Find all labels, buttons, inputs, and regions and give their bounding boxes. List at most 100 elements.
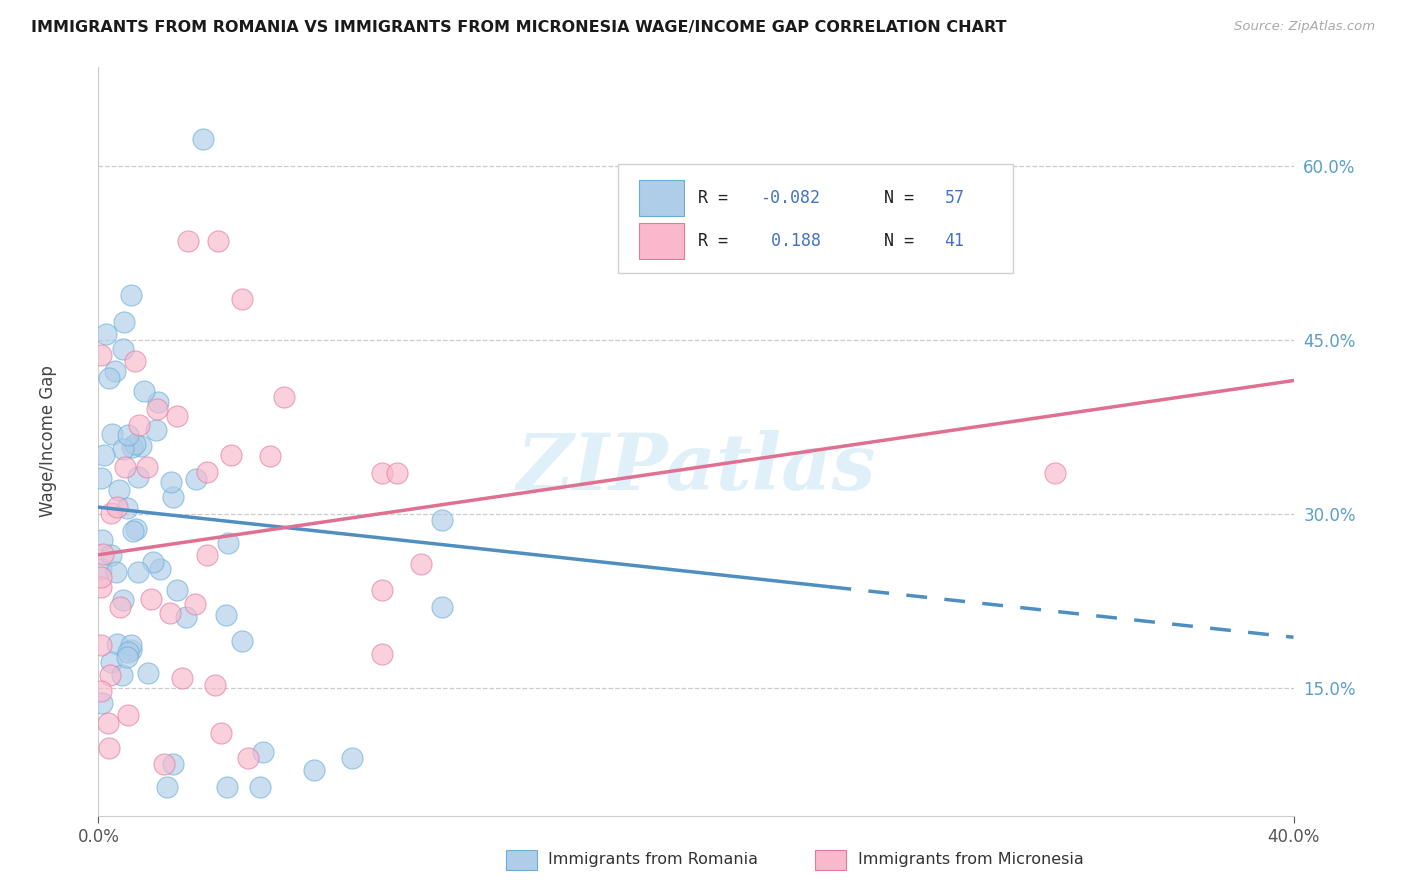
Point <box>153 756 176 771</box>
Point <box>217 780 239 794</box>
Point <box>186 472 208 486</box>
Point <box>160 475 183 489</box>
Point <box>371 647 394 661</box>
Point <box>94 326 117 341</box>
Text: Immigrants from Micronesia: Immigrants from Micronesia <box>858 853 1084 867</box>
Text: -0.082: -0.082 <box>761 189 821 207</box>
Point <box>215 608 238 623</box>
Point <box>100 506 122 520</box>
Point <box>134 384 156 398</box>
Point <box>145 423 167 437</box>
Point <box>91 696 114 710</box>
Point <box>121 440 143 454</box>
Bar <box>638 180 685 216</box>
Point <box>105 500 128 515</box>
Point <box>231 292 253 306</box>
Point <box>259 449 281 463</box>
Point <box>231 633 253 648</box>
Point <box>120 643 142 657</box>
Point <box>112 442 135 457</box>
Point <box>90 471 112 485</box>
Text: 57: 57 <box>945 189 965 207</box>
Point <box>105 637 128 651</box>
Point <box>108 599 131 614</box>
Point <box>117 708 139 723</box>
Point <box>90 570 112 584</box>
Point <box>104 565 127 579</box>
Point <box>156 780 179 794</box>
Point <box>127 565 149 579</box>
Point <box>104 364 127 378</box>
Text: N =: N = <box>883 233 924 251</box>
Point <box>141 555 163 569</box>
Point <box>117 428 139 442</box>
Point <box>195 548 218 562</box>
Point <box>117 645 139 659</box>
Point <box>159 606 181 620</box>
Point <box>166 409 188 423</box>
Point <box>146 395 169 409</box>
Text: Immigrants from Romania: Immigrants from Romania <box>548 853 758 867</box>
Text: ZIPatlas: ZIPatlas <box>516 430 876 506</box>
Text: R =: R = <box>699 189 738 207</box>
Point <box>273 390 295 404</box>
Point <box>98 371 121 385</box>
Point <box>129 439 152 453</box>
Point <box>1043 467 1066 481</box>
Text: 41: 41 <box>945 233 965 251</box>
Point <box>174 610 197 624</box>
Point <box>97 715 120 730</box>
Point <box>121 638 143 652</box>
Point <box>162 756 184 771</box>
Bar <box>638 224 685 260</box>
Point <box>371 467 394 481</box>
Point <box>124 353 146 368</box>
Point <box>98 741 121 756</box>
Point <box>90 684 112 698</box>
Point <box>195 465 218 479</box>
Point <box>90 347 112 361</box>
Point <box>100 549 122 563</box>
Point <box>93 448 115 462</box>
Point <box>170 671 193 685</box>
Point <box>177 234 200 248</box>
Point <box>166 583 188 598</box>
Point <box>112 342 135 356</box>
Point <box>120 287 142 301</box>
Point <box>252 745 274 759</box>
Point <box>162 490 184 504</box>
Point <box>191 132 214 146</box>
Point <box>111 593 134 607</box>
Text: Wage/Income Gap: Wage/Income Gap <box>39 366 58 517</box>
Point <box>148 562 170 576</box>
Point <box>139 592 162 607</box>
Point <box>122 524 145 538</box>
Point <box>115 501 138 516</box>
Point <box>90 562 112 576</box>
Point <box>184 598 207 612</box>
Point <box>204 678 226 692</box>
Point <box>98 668 121 682</box>
Point <box>128 417 150 432</box>
Point <box>117 649 139 664</box>
FancyBboxPatch shape <box>619 164 1012 273</box>
Point <box>136 666 159 681</box>
Point <box>127 470 149 484</box>
Point <box>107 483 129 498</box>
Point <box>249 780 271 794</box>
Point <box>91 533 114 547</box>
Text: Source: ZipAtlas.com: Source: ZipAtlas.com <box>1234 20 1375 33</box>
Point <box>430 513 453 527</box>
Text: N =: N = <box>883 189 924 207</box>
Point <box>101 427 124 442</box>
Point <box>112 314 135 328</box>
Point <box>114 460 136 475</box>
Point <box>111 668 134 682</box>
Point <box>125 522 148 536</box>
Point <box>90 639 112 653</box>
Point <box>100 655 122 669</box>
Point <box>371 582 394 597</box>
Point <box>209 726 232 740</box>
Text: 0.188: 0.188 <box>761 233 821 251</box>
Point <box>385 467 409 481</box>
